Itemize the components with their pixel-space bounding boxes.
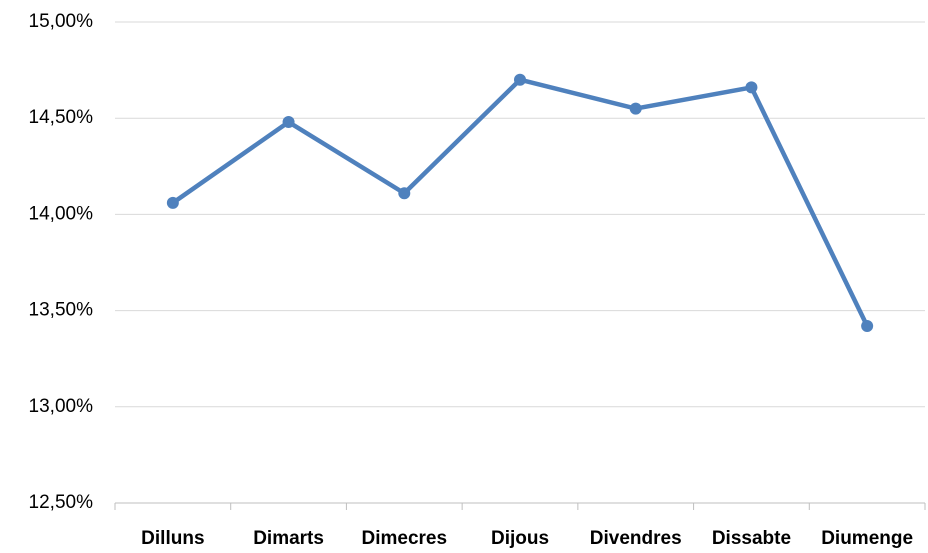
series-line xyxy=(171,77,870,327)
y-tick-label: 12,50% xyxy=(29,492,94,513)
data-point xyxy=(745,81,758,94)
y-tick-label: 13,50% xyxy=(29,300,94,321)
x-tick-label: Diumenge xyxy=(821,528,913,549)
y-tick-label: 14,00% xyxy=(29,203,94,224)
data-point xyxy=(282,116,295,129)
x-tick-label: Divendres xyxy=(590,528,682,549)
x-tick-label: Dimarts xyxy=(253,528,324,549)
data-point xyxy=(861,319,874,332)
x-tick-label: Dilluns xyxy=(141,528,204,549)
x-tick-label: Dijous xyxy=(491,528,549,549)
y-tick-label: 14,50% xyxy=(29,107,94,128)
y-tick-label: 15,00% xyxy=(29,11,94,32)
x-tick-label: Dissabte xyxy=(712,528,791,549)
data-point xyxy=(166,196,179,209)
data-point xyxy=(629,102,642,115)
data-point xyxy=(398,187,411,200)
x-tick-label: Dimecres xyxy=(362,528,448,549)
y-tick-label: 13,00% xyxy=(29,396,94,417)
data-point xyxy=(514,73,526,86)
